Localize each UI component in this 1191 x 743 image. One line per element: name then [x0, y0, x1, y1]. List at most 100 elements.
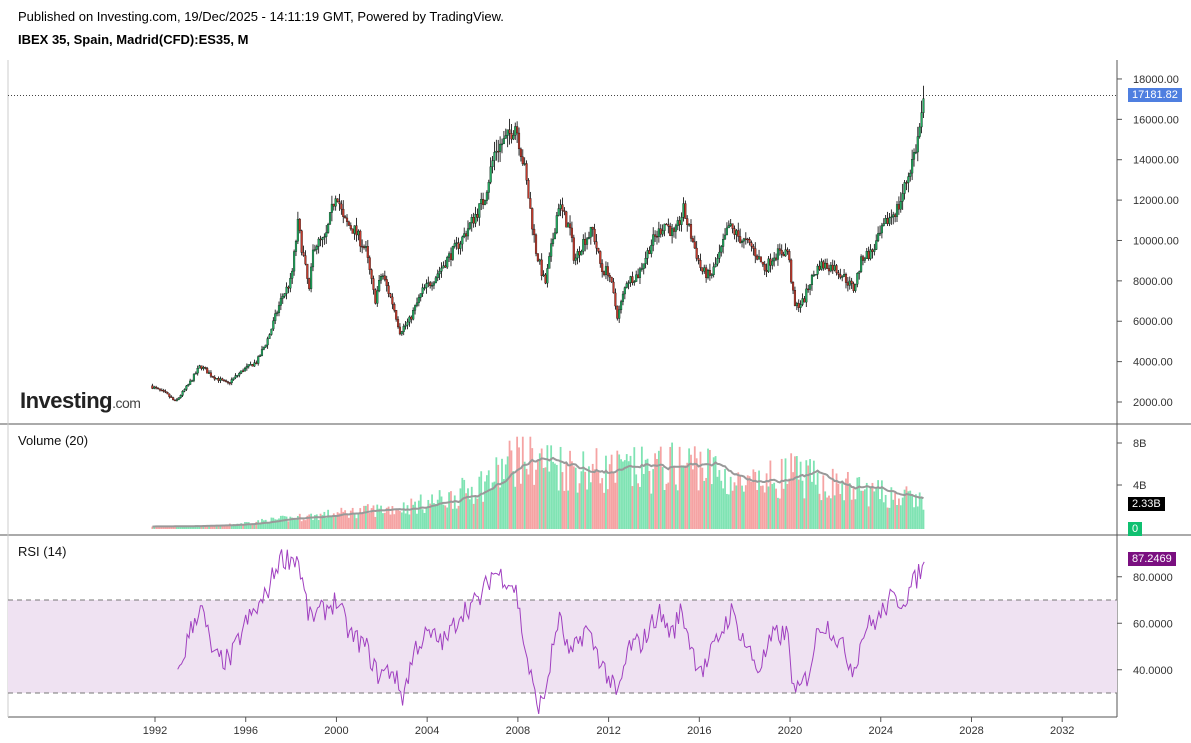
volume-bar — [786, 483, 789, 529]
volume-bar — [591, 463, 594, 529]
candle-body — [903, 182, 906, 194]
volume-bar — [678, 446, 681, 529]
candle-body — [315, 246, 318, 250]
x-tick-label: 1992 — [143, 725, 167, 737]
volume-bar — [283, 516, 286, 529]
candle-body — [468, 222, 471, 229]
candle-body — [344, 216, 347, 219]
candle-body — [882, 223, 885, 226]
volume-bar — [563, 490, 566, 529]
volume-bar — [777, 497, 779, 529]
volume-bar — [911, 495, 914, 529]
volume-bar — [427, 499, 430, 529]
candle-body — [858, 271, 861, 274]
volume-bar — [801, 480, 804, 529]
volume-bar — [518, 447, 520, 529]
candle-body — [629, 276, 632, 283]
candle-body — [748, 239, 751, 243]
volume-bar — [451, 508, 454, 529]
candle-body — [642, 263, 645, 269]
volume-bar — [177, 526, 180, 529]
volume-bar — [865, 482, 868, 529]
candle-body — [895, 204, 899, 217]
candle-body — [412, 310, 415, 320]
volume-bar — [673, 466, 675, 529]
candle-body — [875, 240, 878, 250]
volume-bar — [482, 501, 485, 529]
candle-body — [688, 224, 691, 226]
volume-bar — [646, 458, 649, 529]
volume-bar — [828, 495, 830, 529]
candle-body — [364, 246, 367, 248]
volume-bar — [837, 483, 840, 529]
candle-body — [504, 135, 507, 139]
volume-bar — [153, 526, 156, 529]
volume-bar — [582, 451, 585, 529]
volume-bar — [756, 489, 759, 529]
volume-bar — [468, 499, 471, 529]
candle-body — [584, 239, 587, 245]
volume-bar — [357, 512, 360, 529]
volume-bar — [697, 490, 700, 529]
volume-bar — [474, 496, 477, 529]
volume-bar — [489, 488, 492, 529]
volume-pane-label: Volume (20) — [18, 433, 89, 448]
volume-bar — [372, 505, 375, 529]
candle-body — [559, 204, 562, 209]
candle-body — [737, 230, 740, 237]
candle-body — [884, 218, 887, 224]
candle-body — [482, 199, 485, 205]
candle-body — [671, 228, 674, 236]
volume-bar — [380, 505, 382, 529]
candle-body — [525, 163, 528, 181]
candle-body — [591, 226, 594, 230]
candle-body — [826, 263, 829, 269]
volume-bar — [414, 501, 416, 529]
candle-body — [366, 246, 369, 258]
volume-bar — [907, 491, 910, 529]
candle-body — [491, 160, 494, 168]
candle-body — [625, 283, 628, 288]
candle-body — [635, 274, 638, 282]
candle-body — [527, 180, 530, 199]
candle-body — [761, 261, 764, 265]
candle-body — [878, 232, 882, 235]
candle-body — [854, 284, 857, 291]
candle-body — [362, 246, 366, 248]
volume-bar — [525, 468, 528, 529]
volume-bar — [497, 464, 500, 529]
candle-body — [434, 277, 437, 284]
y-tick-label: 10000.00 — [1133, 235, 1179, 247]
volume-bar — [465, 493, 467, 529]
candle-body — [824, 263, 827, 269]
candle-body — [861, 256, 865, 261]
candle-body — [551, 238, 555, 244]
candle-body — [695, 247, 698, 259]
volume-bar — [249, 523, 252, 529]
candle-body — [485, 192, 488, 201]
volume-bar — [242, 524, 244, 529]
volume-bar — [461, 477, 464, 529]
candle-body — [198, 365, 201, 369]
candle-body — [495, 150, 498, 153]
candle-body — [733, 228, 736, 235]
candle-body — [916, 136, 919, 153]
candle-body — [716, 258, 719, 265]
candle-body — [444, 265, 447, 268]
x-tick-label: 2012 — [596, 725, 620, 737]
volume-bar — [278, 518, 280, 529]
volume-bar — [778, 498, 781, 529]
candle-body — [294, 241, 298, 252]
candle-body — [340, 203, 343, 210]
candle-body — [510, 133, 513, 140]
volume-bar — [767, 486, 770, 529]
volume-bar — [695, 458, 698, 529]
volume-bar — [805, 460, 808, 529]
candle-body — [225, 380, 228, 382]
volume-bar — [366, 504, 369, 529]
candle-body — [260, 349, 264, 356]
candle-body — [538, 259, 541, 262]
candle-body — [831, 264, 834, 271]
candle-body — [650, 245, 653, 254]
